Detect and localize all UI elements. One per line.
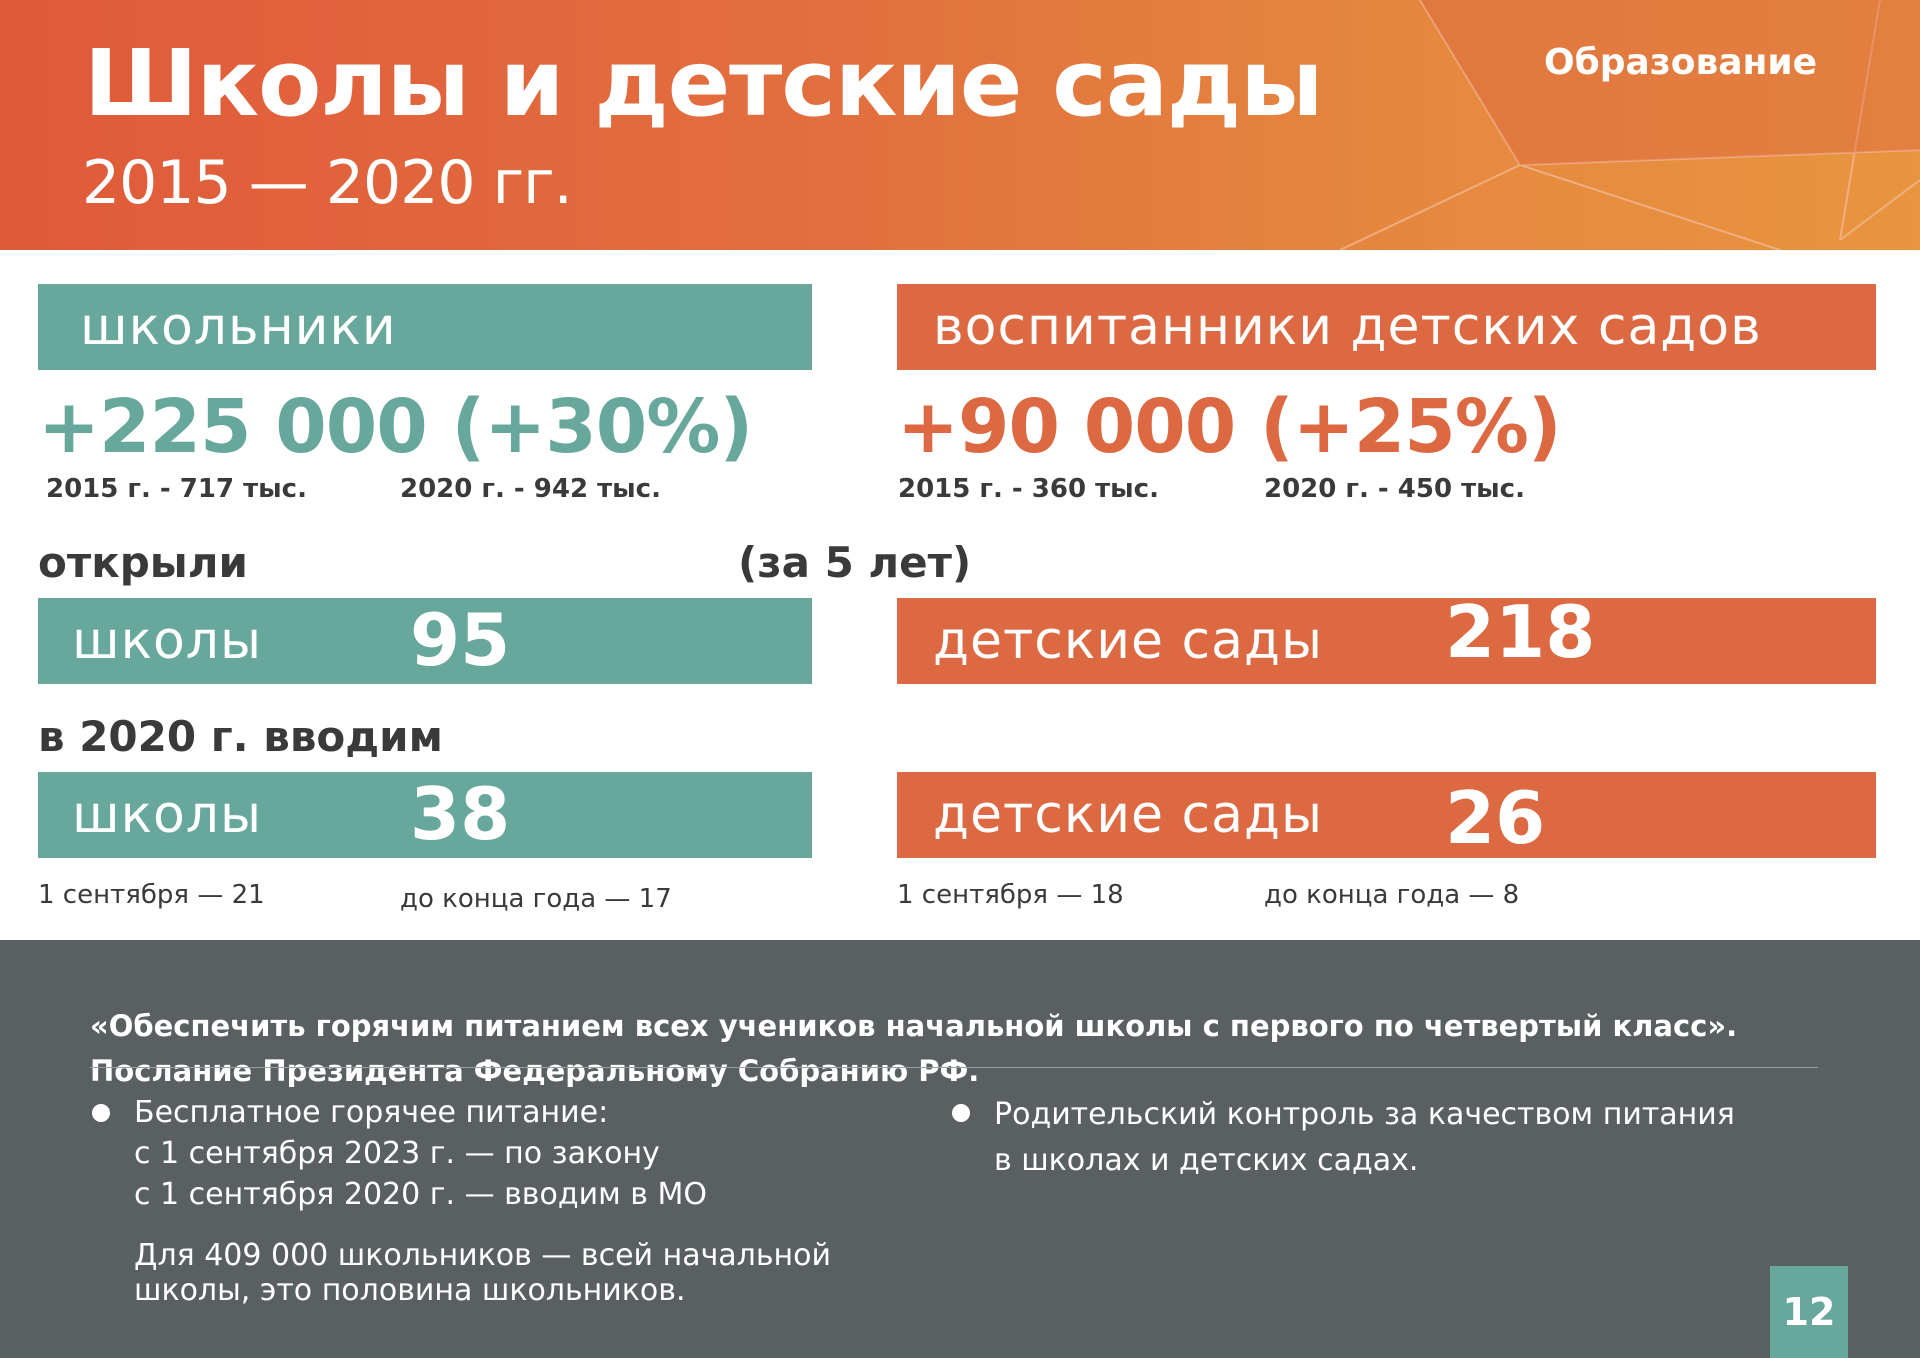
students-header-bar: школьники [38,284,812,370]
bullet-1-text: Бесплатное горячее питание: с 1 сентября… [134,1095,707,1212]
introducing-schools-year-end: до конца года — 17 [400,884,672,914]
kindergarten-pupils-2015: 2015 г. - 360 тыс. [898,474,1159,504]
opened-kindergartens-bar: детские сады 218 [897,590,1876,684]
kindergarten-pupils-2020: 2020 г. - 450 тыс. [1264,474,1525,504]
panel-divider [90,1067,1818,1068]
introducing-kindergartens-bar: детские сады 26 [897,772,1876,860]
bullet-2-dot [952,1104,970,1122]
students-label: школьники [80,297,397,357]
opened-kindergartens-label: детские сады [933,611,1324,671]
introducing-kindergartens-value: 26 [1445,776,1546,860]
page-subtitle: 2015 — 2020 гг. [82,148,573,218]
kindergarten-pupils-label: воспитанники детских садов [933,297,1762,357]
students-delta: +225 000 (+30%) [38,384,753,470]
introducing-schools-bar: школы 38 [38,772,812,858]
introducing-schools-sep1: 1 сентября — 21 [38,880,265,910]
students-2020: 2020 г. - 942 тыс. [400,474,661,504]
bullet-1-extra-text: Для 409 000 школьников — всей начальной … [134,1238,832,1308]
introducing-heading: в 2020 г. вводим [38,712,443,761]
opened-schools-bar: школы 95 [38,598,812,684]
introducing-kindergartens-sep1: 1 сентября — 18 [897,880,1124,910]
introducing-schools-value: 38 [410,772,511,856]
introducing-kindergartens-year-end: до конца года — 8 [1264,880,1520,910]
opened-kindergartens-value: 218 [1445,590,1596,674]
page-title: Школы и детские сады [84,30,1323,137]
page-number: 12 [1770,1266,1848,1358]
kindergarten-pupils-delta: +90 000 (+25%) [897,384,1562,470]
president-quote: «Обеспечить горячим питанием всех ученик… [90,1004,1850,1094]
opened-heading: открыли [38,538,248,587]
header-banner: Школы и детские сады 2015 — 2020 гг. Обр… [0,0,1920,250]
kindergarten-pupils-header-bar: воспитанники детских садов [897,284,1876,370]
quote-text: «Обеспечить горячим питанием всех ученик… [90,1009,1738,1043]
bullet-1-dot [92,1104,110,1122]
opened-schools-value: 95 [410,598,511,682]
introducing-kindergartens-label: детские сады [933,785,1324,845]
bullet-2-text: Родительский контроль за качеством питан… [994,1097,1735,1178]
opened-period: (за 5 лет) [738,538,972,587]
bottom-info-panel: «Обеспечить горячим питанием всех ученик… [0,940,1920,1358]
quote-source: Послание Президента Федеральному Собрани… [90,1054,980,1088]
opened-schools-label: школы [72,611,263,671]
introducing-schools-label: школы [72,785,263,845]
students-2015: 2015 г. - 717 тыс. [46,474,307,504]
section-label: Образование [1544,42,1818,83]
geometric-lines-decoration [1339,0,1920,250]
